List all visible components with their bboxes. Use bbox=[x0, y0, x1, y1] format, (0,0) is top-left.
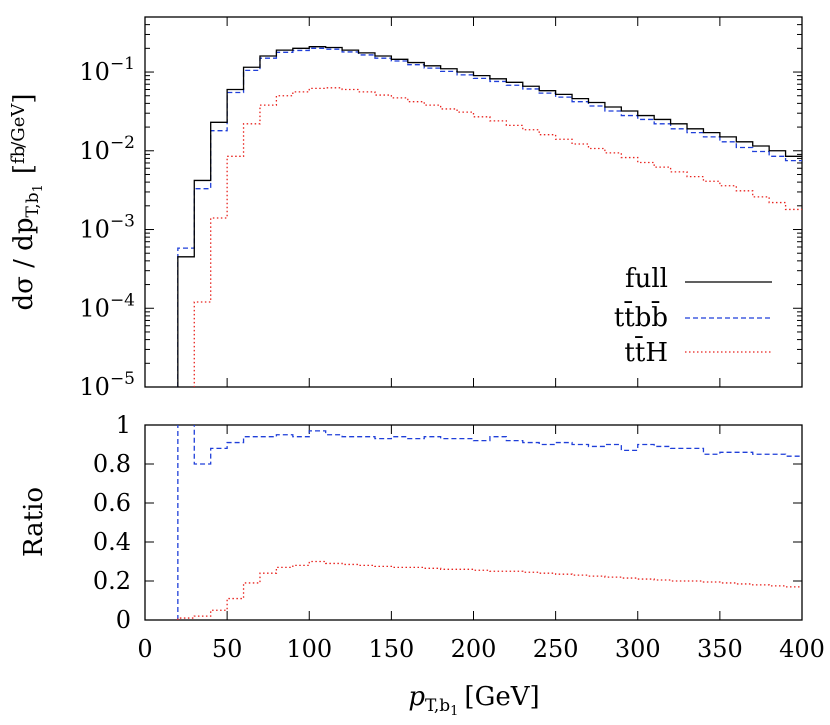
upper-series-tt̄H bbox=[193, 87, 802, 387]
x-tick-label: 400 bbox=[779, 635, 825, 663]
legend: full tt̄bb̄ tt̄H bbox=[614, 264, 772, 368]
legend-label-tth: tt̄H bbox=[624, 335, 668, 368]
lower-plot-frame bbox=[144, 424, 803, 621]
x-tick-label: 350 bbox=[697, 635, 743, 663]
upper-y-tick-label: 10−2 bbox=[79, 133, 135, 165]
lower-y-axis-title: Ratio bbox=[19, 487, 49, 557]
upper-y-tick-label: 10−3 bbox=[79, 212, 135, 244]
x-tick-label: 100 bbox=[286, 635, 332, 663]
upper-ylabel-units-den: GeV bbox=[8, 103, 29, 142]
upper-ylabel-main: dσ / dp bbox=[9, 218, 39, 311]
lower-y-tick-label: 1 bbox=[116, 411, 131, 439]
lower-y-tick-label: 0 bbox=[116, 606, 131, 634]
legend-label-ttbb: tt̄bb̄ bbox=[614, 300, 668, 333]
xlabel-sub: T,b bbox=[425, 696, 450, 716]
upper-y-axis-title: dσ / dpT,b1[fb/GeV] bbox=[8, 94, 46, 311]
legend-label-full: full bbox=[625, 264, 668, 294]
upper-y-tick-label: 10−5 bbox=[79, 369, 135, 401]
upper-ylabel-subsub: 1 bbox=[31, 184, 46, 192]
lower-y-tick-label: 0.4 bbox=[93, 528, 131, 556]
upper-series-full bbox=[177, 46, 802, 387]
x-tick-label: 50 bbox=[212, 635, 243, 663]
lower-y-tick-label: 0.2 bbox=[93, 567, 131, 595]
lower-y-tick-label: 0.8 bbox=[93, 450, 131, 478]
x-tick-label: 150 bbox=[368, 635, 414, 663]
x-tick-label: 250 bbox=[533, 635, 579, 663]
svg-text:dσ / dpT,b1[fb/GeV]: dσ / dpT,b1[fb/GeV] bbox=[8, 94, 46, 311]
upper-ylabel-sub: T,b bbox=[23, 192, 43, 217]
xlabel-main: p bbox=[408, 682, 425, 712]
x-axis-title: pT,b1 [GeV] bbox=[408, 682, 539, 719]
ratio-series-tt̄H bbox=[177, 560, 802, 620]
x-tick-label: 200 bbox=[451, 635, 497, 663]
x-tick-label: 300 bbox=[615, 635, 661, 663]
lower-y-tick-label: 0.6 bbox=[93, 489, 131, 517]
ratio-series-tt̄bb̄ bbox=[177, 425, 802, 620]
upper-ylabel-units-num: fb bbox=[8, 146, 29, 164]
upper-series-group bbox=[177, 46, 802, 387]
upper-y-tick-label: 10−4 bbox=[79, 290, 135, 322]
x-tick-label: 0 bbox=[137, 635, 152, 663]
xlabel-subsub: 1 bbox=[450, 704, 458, 719]
lower-ticks: 0 0.2 0.4 0.6 0.8 1 0 50 100 150 200 250 300 350 400 bbox=[93, 411, 825, 663]
upper-y-tick-label: 10−1 bbox=[79, 54, 135, 86]
lower-series-group bbox=[177, 425, 802, 620]
upper-series-tt̄bb̄ bbox=[177, 47, 802, 387]
xlabel-units: [GeV] bbox=[464, 682, 539, 712]
upper-y-ticks: 10−5 10−4 10−3 10−2 10−1 bbox=[79, 16, 803, 401]
